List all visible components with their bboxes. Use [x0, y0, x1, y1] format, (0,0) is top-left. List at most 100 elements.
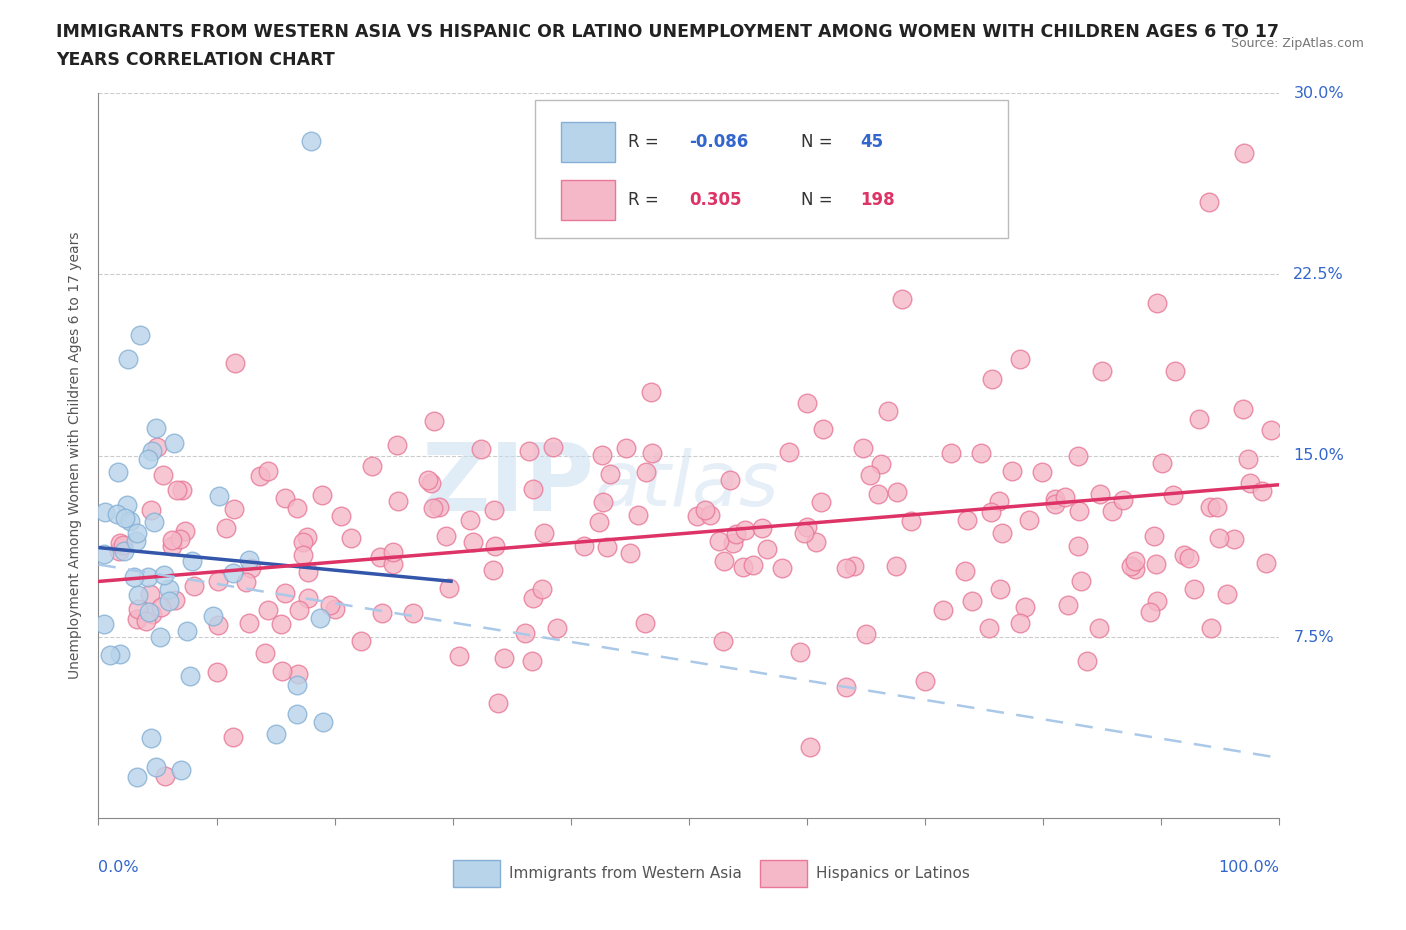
Point: [422, 500, 444, 515]
Text: 15.0%: 15.0%: [1294, 448, 1344, 463]
Text: 0.0%: 0.0%: [98, 860, 139, 875]
Point: [176, 623, 198, 638]
Point: [401, 605, 423, 620]
Point: [208, 489, 231, 504]
Point: [149, 599, 172, 614]
Point: [796, 395, 818, 410]
Point: [350, 633, 373, 648]
Point: [932, 603, 955, 618]
Point: [1070, 574, 1092, 589]
Point: [118, 513, 141, 528]
Point: [382, 544, 405, 559]
Point: [1256, 555, 1278, 570]
Point: [1164, 364, 1187, 379]
Point: [709, 534, 731, 549]
Point: [810, 494, 832, 509]
Point: [1066, 448, 1088, 463]
Point: [1239, 475, 1261, 490]
Point: [1260, 423, 1282, 438]
Point: [1223, 532, 1246, 547]
Point: [591, 448, 613, 463]
Point: [541, 439, 564, 454]
Point: [340, 531, 363, 546]
Point: [235, 575, 257, 590]
Point: [533, 526, 555, 541]
Point: [470, 442, 492, 457]
Point: [484, 538, 506, 553]
Point: [183, 578, 205, 593]
Point: [160, 533, 183, 548]
Point: [170, 763, 193, 777]
Point: [988, 581, 1011, 596]
Point: [1233, 146, 1256, 161]
Point: [270, 616, 292, 631]
Point: [287, 666, 309, 681]
Point: [1205, 500, 1227, 515]
Point: [1251, 484, 1274, 498]
Point: [1150, 456, 1173, 471]
Point: [257, 463, 280, 478]
Point: [136, 451, 159, 466]
Point: [141, 502, 163, 517]
Point: [114, 511, 136, 525]
Text: 198: 198: [860, 192, 894, 209]
Point: [733, 559, 755, 574]
Point: [224, 355, 246, 370]
Point: [596, 539, 619, 554]
Point: [494, 651, 516, 666]
Point: [1146, 296, 1168, 311]
Point: [886, 559, 908, 574]
Point: [207, 618, 229, 632]
Text: 30.0%: 30.0%: [1294, 86, 1344, 100]
Point: [1198, 194, 1220, 209]
Point: [429, 499, 451, 514]
Text: ZIP: ZIP: [422, 439, 595, 531]
Text: 22.5%: 22.5%: [1294, 267, 1344, 282]
Point: [169, 532, 191, 547]
Point: [742, 558, 765, 573]
Point: [988, 493, 1011, 508]
Text: N =: N =: [801, 192, 838, 209]
Point: [117, 352, 139, 366]
Point: [98, 647, 121, 662]
Point: [308, 610, 330, 625]
Point: [112, 543, 135, 558]
Point: [160, 538, 183, 553]
Point: [799, 739, 821, 754]
Point: [1001, 463, 1024, 478]
Point: [264, 726, 287, 741]
Point: [1091, 364, 1114, 379]
Point: [128, 327, 150, 342]
Point: [1031, 465, 1053, 480]
Text: 0.305: 0.305: [689, 192, 741, 209]
Point: [139, 730, 162, 745]
Point: [447, 648, 470, 663]
Point: [463, 535, 485, 550]
Point: [274, 491, 297, 506]
Point: [513, 626, 536, 641]
Point: [240, 561, 263, 576]
Point: [713, 553, 735, 568]
Point: [1237, 451, 1260, 466]
Point: [572, 538, 595, 553]
Point: [1043, 491, 1066, 506]
Point: [107, 543, 129, 558]
Point: [641, 445, 664, 460]
Point: [111, 538, 134, 552]
Point: [588, 514, 610, 529]
Point: [173, 523, 195, 538]
Point: [138, 587, 160, 602]
Text: IMMIGRANTS FROM WESTERN ASIA VS HISPANIC OR LATINO UNEMPLOYMENT AMONG WOMEN WITH: IMMIGRANTS FROM WESTERN ASIA VS HISPANIC…: [56, 23, 1279, 41]
Point: [124, 570, 146, 585]
Point: [634, 616, 657, 631]
Point: [458, 513, 481, 528]
Point: [770, 561, 793, 576]
Point: [381, 556, 404, 571]
Point: [724, 527, 747, 542]
Point: [866, 486, 889, 501]
Point: [361, 458, 384, 473]
Point: [1188, 412, 1211, 427]
Point: [486, 696, 509, 711]
Point: [145, 440, 167, 455]
Point: [960, 593, 983, 608]
